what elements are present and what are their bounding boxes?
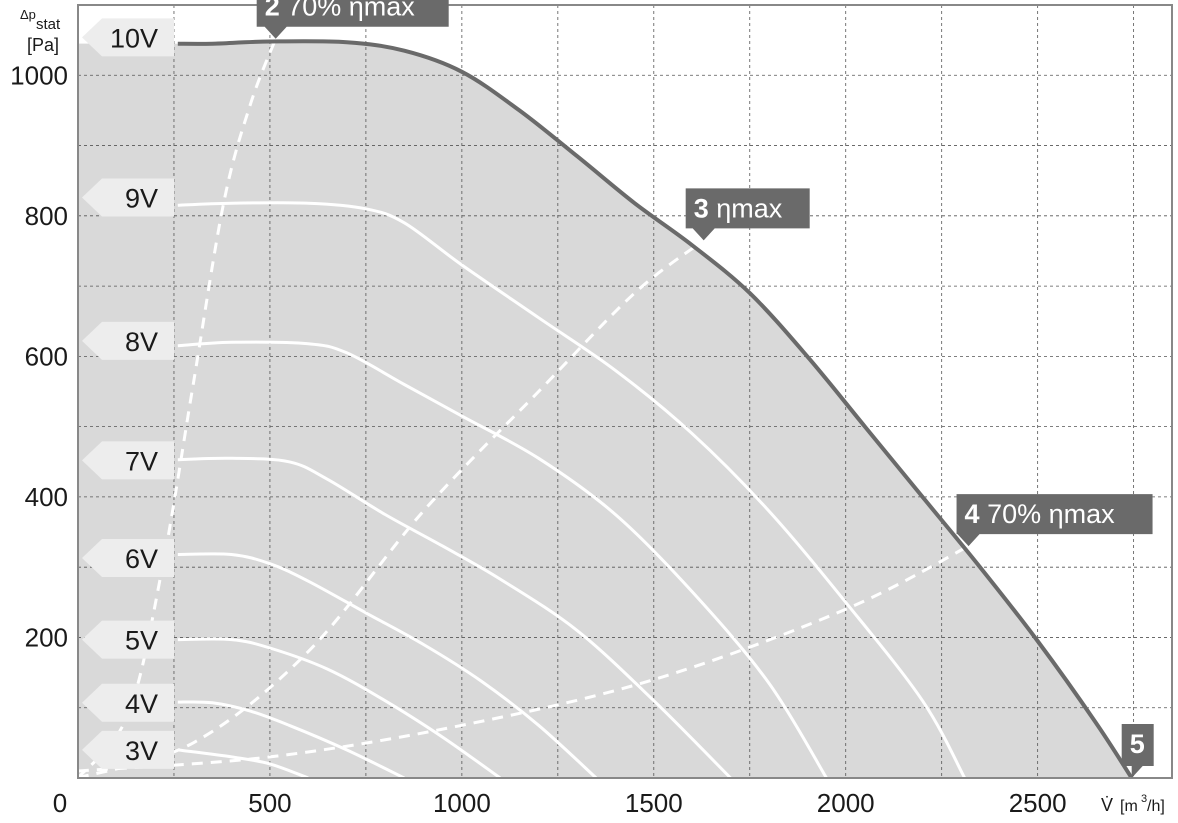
callout-number-3: 3: [694, 193, 709, 223]
efficiency-line-4: [77, 544, 970, 773]
voltage-label-7V: 7V: [125, 446, 158, 476]
callout-4: 4 70% ηmax: [956, 494, 1153, 547]
callout-text-3: 3 ηmax: [694, 193, 783, 223]
curve-6V: [177, 552, 598, 780]
callout-5: 5: [1121, 724, 1154, 778]
x-tick-1000: 1000: [433, 788, 491, 818]
y-tick-200: 200: [25, 622, 68, 652]
callout-number-2: 2: [265, 0, 280, 22]
voltage-tag-6V: [82, 539, 174, 578]
voltage-curves: [177, 201, 967, 780]
voltage-tag-3V: [82, 730, 174, 769]
curve-5V: [177, 637, 502, 780]
voltage-label-9V: 9V: [125, 184, 158, 214]
voltage-tag-10V: [82, 18, 174, 57]
x-axis-symbol: V̇: [1101, 795, 1113, 815]
voltage-label-3V: 3V: [125, 736, 158, 766]
plot-frame: [77, 4, 1173, 779]
axis-ticks: 0 500 1000 1500 2000 2500 200 400 600 800 1000: [10, 60, 1066, 818]
voltage-labels: 10V 9V 8V 7V 6V 5V 4V 3V: [82, 18, 174, 769]
callout-box-2: [256, 0, 449, 39]
voltage-label-6V: 6V: [125, 544, 158, 574]
y-tick-800: 800: [25, 201, 68, 231]
operating-area-fill: [78, 41, 1132, 779]
y-axis-subscript: stat: [36, 16, 61, 33]
x-axis-title: V̇ [m 3 /h]: [1101, 793, 1165, 815]
x-tick-1500: 1500: [625, 788, 683, 818]
callout-2: 2 70% ηmax: [256, 0, 449, 39]
callout-number-4: 4: [965, 499, 980, 529]
x-axis-unit-superscript: 3: [1141, 793, 1147, 805]
y-axis-symbol: Δp: [20, 7, 36, 22]
callout-text-4: 4 70% ηmax: [965, 499, 1116, 529]
callout-caption-4: 70% ηmax: [980, 499, 1116, 529]
y-axis-title: Δp stat [Pa]: [20, 7, 61, 55]
callout-number-5: 5: [1130, 729, 1145, 759]
voltage-tag-7V: [82, 441, 174, 480]
callout-box-3: [685, 188, 810, 241]
x-tick-0: 0: [53, 788, 67, 818]
plot-border: [77, 4, 1173, 779]
callout-box-4: [956, 494, 1153, 547]
x-tick-2000: 2000: [817, 788, 875, 818]
callout-caption-2: 70% ηmax: [280, 0, 416, 22]
operating-area: [78, 41, 1132, 779]
grid-lines: [78, 5, 1172, 778]
voltage-tag-5V: [82, 620, 174, 659]
voltage-label-4V: 4V: [125, 689, 158, 719]
x-tick-2500: 2500: [1009, 788, 1067, 818]
y-tick-1000: 1000: [10, 60, 68, 90]
voltage-tag-8V: [82, 321, 174, 360]
x-tick-500: 500: [248, 788, 291, 818]
curve-7V: [177, 456, 732, 780]
voltage-tag-4V: [82, 683, 174, 722]
voltage-tag-9V: [82, 178, 174, 217]
callout-box-5: [1121, 724, 1154, 778]
voltage-label-8V: 8V: [125, 327, 158, 357]
voltage-label-5V: 5V: [125, 626, 158, 656]
callout-text-5: 5: [1130, 729, 1145, 759]
curve-10V: [177, 39, 1134, 780]
callout-3: 3 ηmax: [685, 188, 810, 241]
curve-9V: [177, 201, 967, 779]
efficiency-line-2: [76, 38, 278, 779]
voltage-label-10V: 10V: [110, 23, 158, 53]
y-tick-400: 400: [25, 482, 68, 512]
x-axis-unit: [m: [1120, 798, 1138, 815]
y-tick-600: 600: [25, 341, 68, 371]
x-axis-unit-end: /h]: [1147, 798, 1165, 815]
y-axis-unit: [Pa]: [27, 35, 59, 55]
callout-text-2: 2 70% ηmax: [265, 0, 416, 22]
efficiency-lines: [76, 38, 970, 780]
efficiency-line-3: [77, 239, 705, 780]
max-curve-group: [177, 39, 1134, 780]
callout-caption-3: ηmax: [709, 193, 783, 223]
curve-4V: [177, 700, 405, 780]
curve-8V: [177, 340, 828, 779]
callout-labels: 2 70% ηmax 3 ηmax 4 70% ηmax 5: [256, 0, 1154, 778]
